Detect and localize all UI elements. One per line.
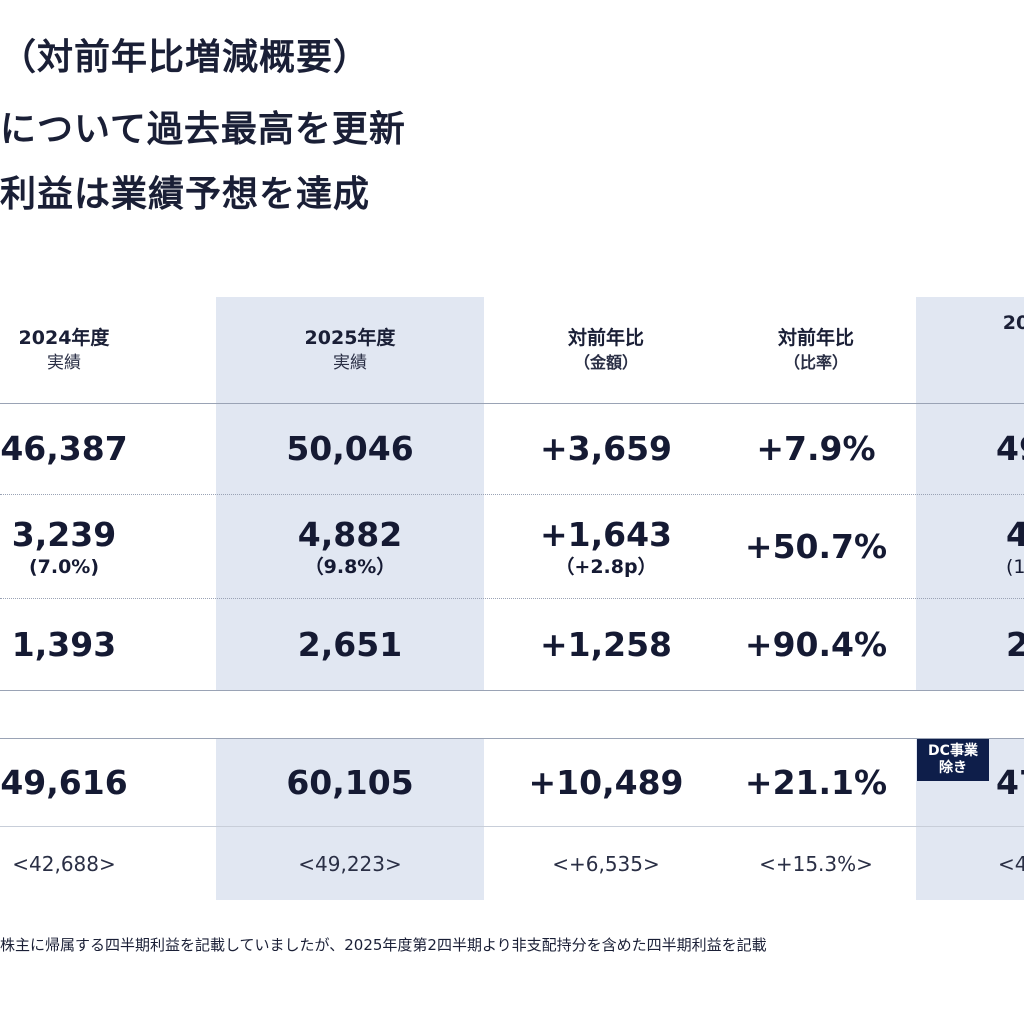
header-divider — [0, 403, 1024, 404]
row2-2024: 3,239 (7.0%) — [0, 495, 128, 598]
row5-2025: <49,223> — [298, 851, 402, 876]
row4-partial: 47 — [996, 762, 1024, 802]
row2-diff-points: （+2.8p） — [555, 555, 657, 578]
row2-partial-value: 4 — [1006, 514, 1024, 554]
row3-diff: +1,258 — [539, 624, 673, 664]
footnote: 株主に帰属する四半期利益を記載していましたが、2025年度第2四半期より非支配持… — [0, 936, 767, 954]
header-2025-sub: 実績 — [333, 353, 367, 373]
slide-title: （対前年比増減概要） — [0, 37, 371, 78]
column-2025-shade-lower — [216, 738, 484, 900]
headline-2: 利益は業績予想を達成 — [0, 174, 371, 215]
row2-2024-value: 3,239 — [11, 514, 117, 554]
header-diff-rate: 対前年比 （比率） — [724, 310, 908, 390]
header-diff-amount: 対前年比 （金額） — [516, 310, 696, 390]
dc-excluded-badge: DC事業 除き — [917, 739, 989, 781]
header-diff-main: 対前年比 — [567, 327, 644, 349]
row3-2024: 1,393 — [11, 624, 117, 664]
row5-2024: <42,688> — [12, 851, 116, 876]
header-rate-main: 対前年比 — [777, 327, 854, 349]
row4-diff: +10,489 — [528, 762, 684, 802]
row1-2024: 46,387 — [0, 429, 128, 468]
row-divider — [0, 690, 1024, 691]
badge-line2: 除き — [939, 760, 967, 776]
row2-diff: +1,643 （+2.8p） — [516, 495, 696, 598]
header-diff-sub: （金額） — [573, 353, 638, 372]
row2-2025-margin: （9.8%） — [304, 555, 396, 578]
header-2025-main: 2025年度 — [304, 327, 396, 349]
row5-rate: <+15.3%> — [759, 851, 873, 876]
row-divider — [0, 598, 1024, 599]
row4-2024: 49,616 — [0, 762, 128, 802]
row5-partial: <4 — [998, 851, 1024, 876]
row2-2025: 4,882 （9.8%） — [216, 495, 484, 598]
column-partial-shade — [916, 297, 1024, 690]
row5-diff: <+6,535> — [552, 851, 660, 876]
header-partial-main: 20 — [1002, 312, 1024, 334]
row1-2025: 50,046 — [286, 429, 414, 468]
row3-partial: 2 — [1006, 624, 1024, 664]
row-divider — [0, 494, 1024, 495]
row4-2025: 60,105 — [286, 762, 414, 802]
row2-2025-value: 4,882 — [297, 514, 403, 554]
row1-diff: +3,659 — [539, 429, 673, 468]
header-2024: 2024年度 実績 — [0, 310, 128, 390]
row2-partial-margin: (1 — [1006, 555, 1024, 578]
header-2024-main: 2024年度 — [18, 327, 110, 349]
row3-2025: 2,651 — [297, 624, 403, 664]
row2-rate: +50.7% — [744, 526, 888, 566]
header-rate-sub: （比率） — [783, 353, 848, 372]
header-partial: 20 — [916, 310, 1024, 366]
row3-rate: +90.4% — [744, 624, 888, 664]
row-divider — [0, 826, 1024, 827]
row1-rate: +7.9% — [756, 429, 876, 468]
row2-partial: 4 (1 — [916, 495, 1024, 598]
header-2025: 2025年度 実績 — [216, 310, 484, 390]
row-divider — [0, 738, 1024, 739]
header-2024-sub: 実績 — [47, 353, 81, 373]
row2-diff-value: +1,643 — [539, 514, 673, 554]
row2-2024-margin: (7.0%) — [28, 555, 100, 578]
row4-rate: +21.1% — [744, 762, 888, 802]
column-2025-shade — [216, 297, 484, 690]
badge-line1: DC事業 — [928, 743, 978, 759]
row1-partial: 49 — [996, 429, 1024, 468]
headline-1: について過去最高を更新 — [0, 109, 406, 150]
